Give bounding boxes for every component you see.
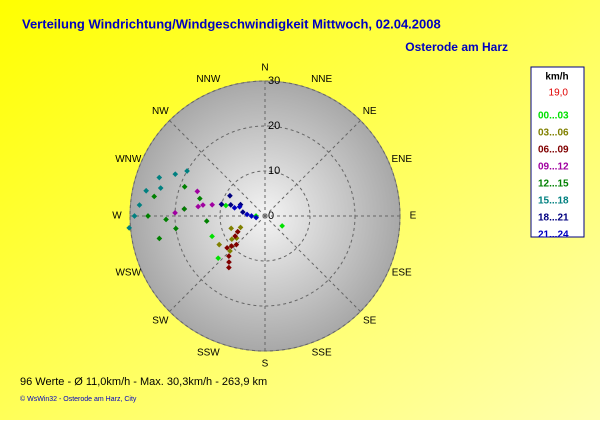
direction-label: SSW [197,347,220,358]
data-point [145,213,151,219]
legend-entry: 21...24 [538,230,569,241]
data-point [131,213,138,219]
data-point [223,202,229,209]
chart-title: Verteilung Windrichtung/Windgeschwindigk… [22,16,441,31]
direction-label: NNW [196,74,220,85]
legend-entry: 03...06 [538,128,569,139]
data-point [279,223,285,229]
data-point [126,225,132,231]
data-point [163,216,169,223]
data-point [237,224,244,231]
data-point [232,233,238,239]
data-point [172,210,178,216]
data-point [218,201,225,208]
data-point [224,244,230,251]
data-point [173,225,179,232]
direction-label: W [112,211,122,222]
legend-entry: 12...15 [538,179,569,190]
r-tick-label: 10 [268,165,280,177]
data-point [194,188,201,195]
chart-subtitle: Osterode am Harz [405,40,508,54]
direction-label: SSE [312,347,332,358]
data-point [181,206,188,212]
data-point [209,201,216,208]
data-point [244,211,250,218]
data-point [226,264,232,271]
direction-label: NE [363,106,377,117]
legend-box [530,66,585,238]
data-point [209,233,215,240]
data-point [181,183,188,190]
data-point [233,241,240,248]
data-point [231,205,238,211]
copyright: © WsWin32 - Osterode am Harz, City [20,395,137,403]
data-point [228,243,235,249]
legend-value: 19,0 [549,88,569,99]
legend-entry: 00...03 [538,111,569,122]
data-point [236,203,243,210]
data-point [227,248,233,254]
data-point [151,193,158,200]
data-point [226,253,232,259]
direction-label: WNW [115,154,142,165]
data-point [196,195,203,202]
data-point [200,202,206,208]
spoke [264,120,361,217]
data-point [227,202,234,208]
direction-label: E [410,211,417,222]
spoke [169,120,266,217]
direction-label: SE [363,315,377,326]
data-point [248,213,255,219]
data-point [156,174,163,181]
direction-label: ENE [391,154,412,165]
legend-entry: 09...12 [538,162,569,173]
spoke [264,215,361,312]
direction-label: WSW [115,267,141,278]
direction-label: ESE [392,267,412,278]
data-point [184,168,190,174]
r-tick-label: 20 [268,120,280,132]
data-point [228,225,234,232]
r-tick-label: 30 [268,75,280,87]
data-point [156,235,163,242]
data-point [136,202,143,208]
data-point [226,259,232,265]
spoke [169,215,266,312]
data-point [203,218,210,224]
data-point [172,171,179,177]
data-point [216,241,223,248]
data-point [253,214,259,221]
legend-title: km/h [545,72,568,83]
data-point [228,236,235,243]
legend-entry: 06...09 [538,145,569,156]
direction-label: S [262,359,269,370]
legend-entry: 15...18 [538,196,569,207]
legend-entry: 18...21 [538,213,569,224]
footer: 96 Werte - Ø 11,0km/h - Max. 30,3km/h - … [20,376,267,388]
data-point [240,209,246,215]
direction-label: N [261,63,268,74]
direction-label: NNE [311,74,332,85]
direction-label: NW [152,106,169,117]
direction-label: SW [152,315,169,326]
data-point [195,203,201,210]
data-point [234,228,241,235]
data-point [227,192,233,199]
data-point [143,187,149,194]
data-point [157,185,164,191]
data-point [215,255,222,261]
